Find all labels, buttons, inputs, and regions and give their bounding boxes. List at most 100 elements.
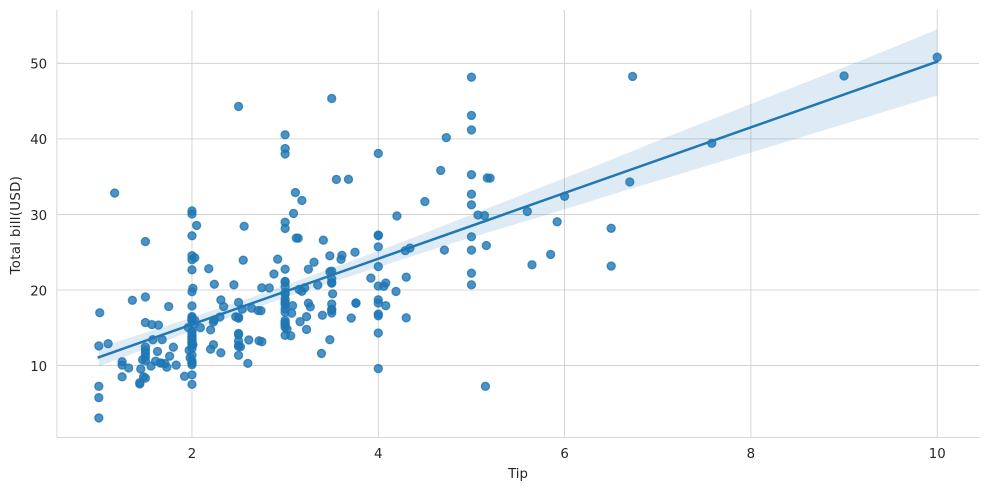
scatter-point: [94, 341, 104, 351]
scatter-point: [290, 187, 301, 198]
scatter-point: [392, 211, 402, 221]
scatter-point: [466, 110, 477, 121]
scatter-point: [373, 230, 383, 240]
scatter-point: [280, 304, 290, 314]
scatter-point: [205, 344, 216, 354]
scatter-point: [273, 254, 283, 264]
scatter-point: [373, 261, 383, 272]
x-tick-label: 10: [929, 447, 946, 462]
scatter-point: [209, 279, 219, 289]
scatter-point: [351, 298, 361, 308]
spine-layer: [56, 10, 980, 438]
scatter-point: [280, 294, 290, 304]
scatter-point: [187, 360, 197, 370]
scatter-point: [480, 381, 491, 392]
scatter-point: [94, 393, 104, 403]
scatter-point: [391, 286, 401, 297]
scatter-point: [191, 220, 202, 231]
scatter-point: [316, 348, 327, 359]
scatter-point: [103, 338, 113, 349]
x-tick-label: 2: [188, 447, 196, 462]
scatter-point: [466, 72, 477, 82]
scatter-point: [366, 273, 376, 283]
x-tick-label: 6: [560, 447, 568, 462]
scatter-point: [244, 335, 254, 345]
scatter-point: [325, 335, 335, 345]
scatter-point: [168, 342, 179, 352]
scatter-point: [94, 381, 104, 392]
scatter-point: [331, 174, 342, 185]
scatter-point: [162, 362, 172, 372]
scatter-point: [466, 245, 477, 255]
scatter-point: [280, 223, 290, 234]
scatter-point: [117, 360, 127, 370]
scatter-point: [216, 348, 226, 358]
scatter-point: [254, 336, 264, 346]
scatter-point: [466, 170, 477, 180]
scatter-point: [420, 196, 430, 207]
scatter-point: [95, 308, 105, 318]
scatter-point: [127, 295, 138, 305]
scatter-point: [545, 249, 556, 260]
scatter-point: [466, 189, 477, 199]
scatter-point: [150, 356, 161, 366]
scatter-point: [94, 413, 104, 423]
scatter-point: [839, 71, 849, 81]
scatter-point: [327, 299, 337, 309]
x-axis-label: Tip: [507, 467, 528, 482]
scatter-point: [343, 174, 354, 184]
y-axis-label: Total bill(USD): [9, 176, 24, 276]
scatter-point: [164, 301, 174, 312]
y-tick-label: 20: [30, 284, 47, 299]
scatter-point: [373, 148, 383, 159]
scatter-point: [436, 165, 446, 176]
scatter-point: [109, 188, 120, 198]
grid-layer: [56, 10, 980, 438]
scatter-point: [606, 223, 616, 233]
regression-line: [97, 60, 939, 359]
y-tick-label: 40: [30, 133, 47, 148]
scatter-point: [466, 232, 477, 242]
scatter-point: [152, 346, 163, 357]
scatter-point: [295, 317, 305, 327]
scatter-point: [373, 311, 383, 321]
scatter-point: [350, 247, 360, 257]
scatter-point: [301, 312, 312, 322]
scatter-point: [280, 319, 290, 329]
scatter-point: [233, 336, 244, 346]
scatter-point: [264, 283, 274, 293]
scatter-point: [164, 351, 175, 361]
scatter-point: [373, 363, 383, 374]
scatter-point: [317, 310, 328, 320]
scatter-point: [187, 370, 197, 380]
scatter-point: [280, 143, 290, 154]
scatter-point: [297, 195, 307, 206]
scatter-point: [256, 306, 266, 316]
scatter-point: [439, 245, 450, 255]
scatter-point: [527, 260, 537, 270]
scatter-point: [373, 281, 383, 291]
scatter-point: [466, 268, 477, 278]
y-tick-label: 30: [30, 209, 47, 224]
scatter-point: [280, 130, 290, 140]
scatter-point: [233, 101, 244, 112]
scatter-point: [136, 364, 146, 374]
scatter-point: [187, 265, 197, 275]
y-tick-label: 50: [30, 58, 47, 73]
scatter-point: [318, 235, 328, 245]
scatter-point: [303, 298, 314, 308]
scatter-point: [171, 360, 181, 370]
scatter-point: [401, 313, 411, 323]
scatter-point: [216, 295, 226, 305]
scatter-point: [606, 261, 616, 271]
scatter-point: [187, 287, 197, 297]
scatter-point: [179, 371, 190, 381]
scatter-point: [269, 269, 279, 279]
scatter-point: [481, 240, 492, 251]
scatter-point: [373, 242, 383, 252]
scatter-point: [479, 210, 490, 221]
scatter-point: [293, 233, 303, 243]
scatter-point: [327, 278, 337, 288]
scatter-point: [441, 132, 451, 143]
